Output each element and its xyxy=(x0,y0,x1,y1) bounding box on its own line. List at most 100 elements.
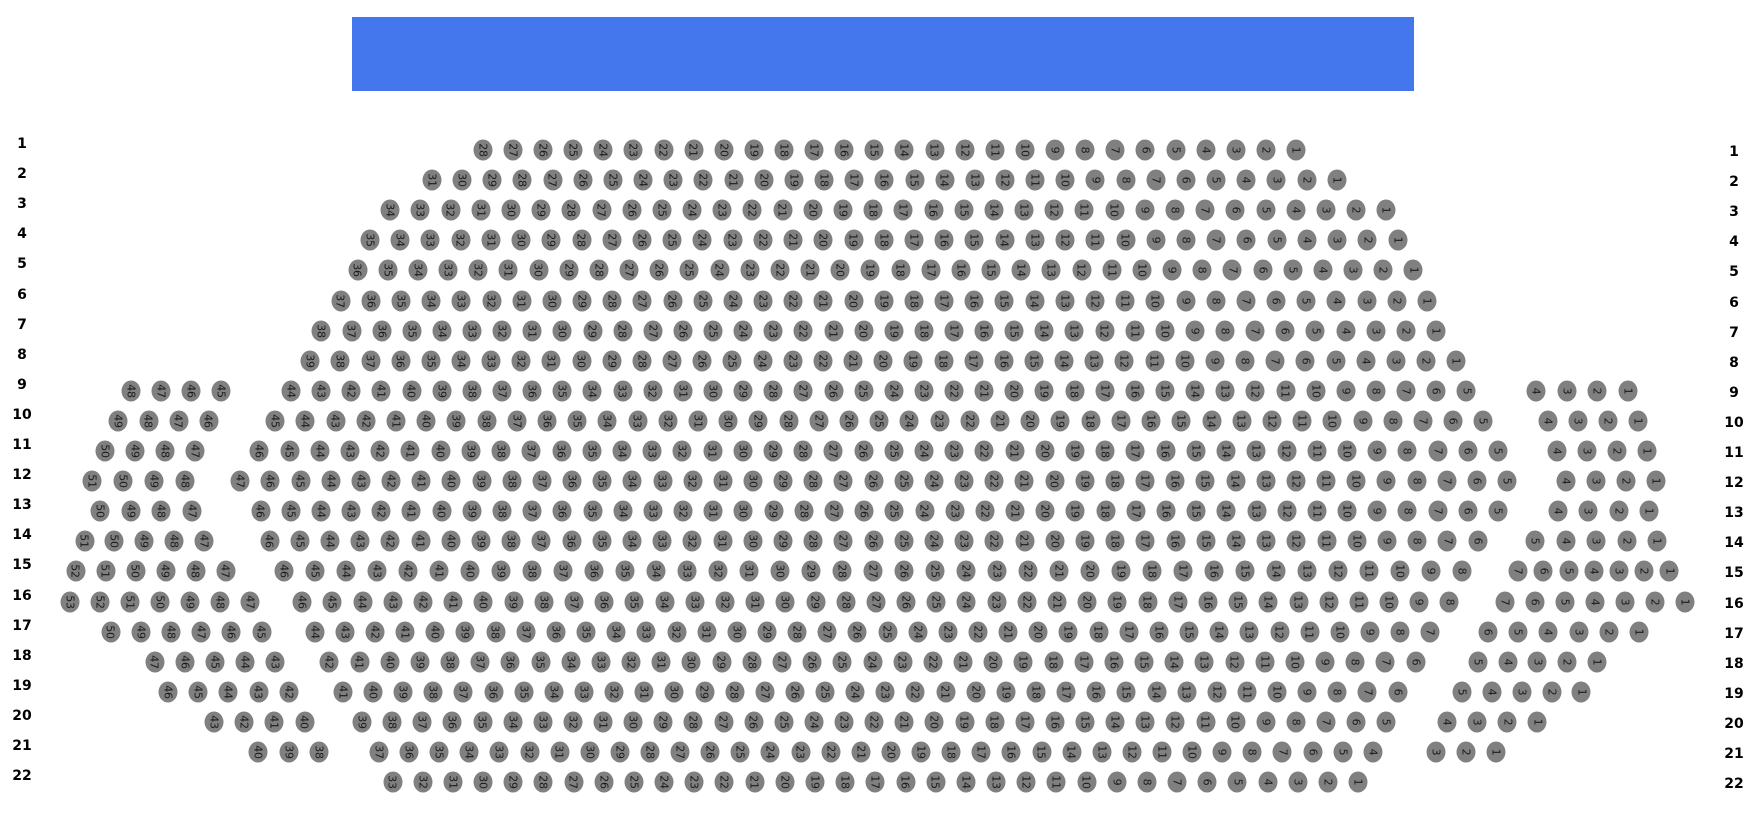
seat[interactable]: 11 xyxy=(1196,711,1216,733)
seat[interactable]: 20 xyxy=(854,320,874,342)
seat[interactable]: 15 xyxy=(1171,410,1191,432)
seat[interactable]: 46 xyxy=(158,681,178,703)
seat[interactable]: 31 xyxy=(703,500,723,522)
seat[interactable]: 39 xyxy=(455,621,475,643)
seat[interactable]: 13 xyxy=(1025,229,1045,251)
seat[interactable]: 28 xyxy=(794,500,814,522)
seat[interactable]: 9 xyxy=(1045,139,1065,161)
seat[interactable]: 38 xyxy=(486,621,506,643)
seat[interactable]: 5 xyxy=(1488,440,1508,462)
seat[interactable]: 29 xyxy=(757,621,777,643)
seat[interactable]: 18 xyxy=(1026,681,1046,703)
seat[interactable]: 23 xyxy=(783,350,803,372)
seat[interactable]: 2 xyxy=(1357,229,1377,251)
seat[interactable]: 15 xyxy=(1134,651,1154,673)
seat[interactable]: 34 xyxy=(622,530,642,552)
seat[interactable]: 48 xyxy=(155,440,175,462)
seat[interactable]: 24 xyxy=(845,681,865,703)
seat[interactable]: 7 xyxy=(1265,350,1285,372)
seat[interactable]: 36 xyxy=(361,290,381,311)
seat[interactable]: 18 xyxy=(814,169,834,191)
seat[interactable]: 19 xyxy=(903,350,923,372)
seat[interactable]: 7 xyxy=(1396,380,1416,402)
seat[interactable]: 5 xyxy=(1497,470,1517,492)
seat[interactable]: 30 xyxy=(664,681,684,703)
seat[interactable]: 42 xyxy=(356,410,376,432)
seat[interactable]: 44 xyxy=(305,621,325,643)
seat[interactable]: 33 xyxy=(652,530,672,552)
seat[interactable]: 37 xyxy=(564,591,584,612)
seat[interactable]: 47 xyxy=(145,651,165,673)
seat[interactable]: 15 xyxy=(905,169,924,191)
seat[interactable]: 47 xyxy=(169,410,189,432)
seat[interactable]: 23 xyxy=(791,741,811,763)
seat[interactable]: 24 xyxy=(956,560,976,582)
seat[interactable]: 9 xyxy=(1367,500,1387,522)
seat[interactable]: 27 xyxy=(632,290,652,311)
seat[interactable]: 4 xyxy=(1556,470,1576,492)
seat[interactable]: 34 xyxy=(459,741,479,763)
seat[interactable]: 22 xyxy=(984,530,1004,552)
seat[interactable]: 3 xyxy=(1512,681,1532,703)
seat[interactable]: 21 xyxy=(1005,440,1025,462)
seat[interactable]: 27 xyxy=(793,380,813,402)
seat[interactable]: 21 xyxy=(1014,470,1034,492)
seat[interactable]: 20 xyxy=(1045,470,1065,492)
seat[interactable]: 33 xyxy=(383,771,403,793)
seat[interactable]: 30 xyxy=(733,500,753,522)
seat[interactable]: 10 xyxy=(1337,440,1357,462)
seat[interactable]: 8 xyxy=(1215,320,1235,342)
seat[interactable]: 15 xyxy=(994,290,1014,311)
seat[interactable]: 28 xyxy=(602,290,622,311)
seat[interactable]: 32 xyxy=(715,591,735,612)
seat[interactable]: 2 xyxy=(1456,741,1476,763)
seat[interactable]: 50 xyxy=(90,500,110,522)
seat[interactable]: 11 xyxy=(1025,169,1045,191)
seat[interactable]: 4 xyxy=(1313,259,1333,281)
seat[interactable]: 10 xyxy=(1390,560,1410,582)
seat[interactable]: 40 xyxy=(431,440,451,462)
seat[interactable]: 40 xyxy=(363,681,383,703)
seat[interactable]: 4 xyxy=(1526,380,1546,402)
seat[interactable]: 12 xyxy=(1016,771,1036,793)
seat[interactable]: 36 xyxy=(562,530,582,552)
seat[interactable]: 2 xyxy=(1542,681,1562,703)
seat[interactable]: 20 xyxy=(803,199,823,221)
seat[interactable]: 25 xyxy=(774,711,794,733)
seat[interactable]: 15 xyxy=(864,139,884,161)
seat[interactable]: 25 xyxy=(884,440,904,462)
seat[interactable]: 45 xyxy=(188,681,208,703)
seat[interactable]: 19 xyxy=(884,320,904,342)
seat[interactable]: 7 xyxy=(1272,741,1292,763)
seat[interactable]: 38 xyxy=(462,380,482,402)
seat[interactable]: 48 xyxy=(161,621,181,643)
seat[interactable]: 4 xyxy=(1326,290,1346,311)
seat[interactable]: 4 xyxy=(1196,139,1216,161)
seat[interactable]: 29 xyxy=(773,470,793,492)
seat[interactable]: 8 xyxy=(1407,470,1427,492)
seat[interactable]: 2 xyxy=(1634,560,1654,582)
seat[interactable]: 20 xyxy=(881,741,901,763)
seat[interactable]: 19 xyxy=(860,259,880,281)
seat[interactable]: 16 xyxy=(1001,741,1021,763)
seat[interactable]: 16 xyxy=(1125,380,1145,402)
seat[interactable]: 34 xyxy=(544,681,564,703)
seat[interactable]: 14 xyxy=(1147,681,1167,703)
seat[interactable]: 32 xyxy=(621,651,641,673)
seat[interactable]: 23 xyxy=(914,380,934,402)
seat[interactable]: 6 xyxy=(1468,530,1488,552)
seat[interactable]: 16 xyxy=(1045,711,1065,733)
seat[interactable]: 14 xyxy=(1164,651,1184,673)
seat[interactable]: 37 xyxy=(522,500,542,522)
seat[interactable]: 39 xyxy=(462,500,482,522)
seat[interactable]: 18 xyxy=(774,139,794,161)
seat[interactable]: 46 xyxy=(251,500,271,522)
seat[interactable]: 15 xyxy=(1155,380,1175,402)
seat[interactable]: 18 xyxy=(1095,440,1115,462)
seat[interactable]: 18 xyxy=(1105,470,1125,492)
seat[interactable]: 30 xyxy=(501,199,521,221)
seat[interactable]: 18 xyxy=(1044,651,1064,673)
seat[interactable]: 26 xyxy=(573,169,593,191)
seat[interactable]: 1 xyxy=(1527,711,1547,733)
seat[interactable]: 43 xyxy=(350,530,370,552)
